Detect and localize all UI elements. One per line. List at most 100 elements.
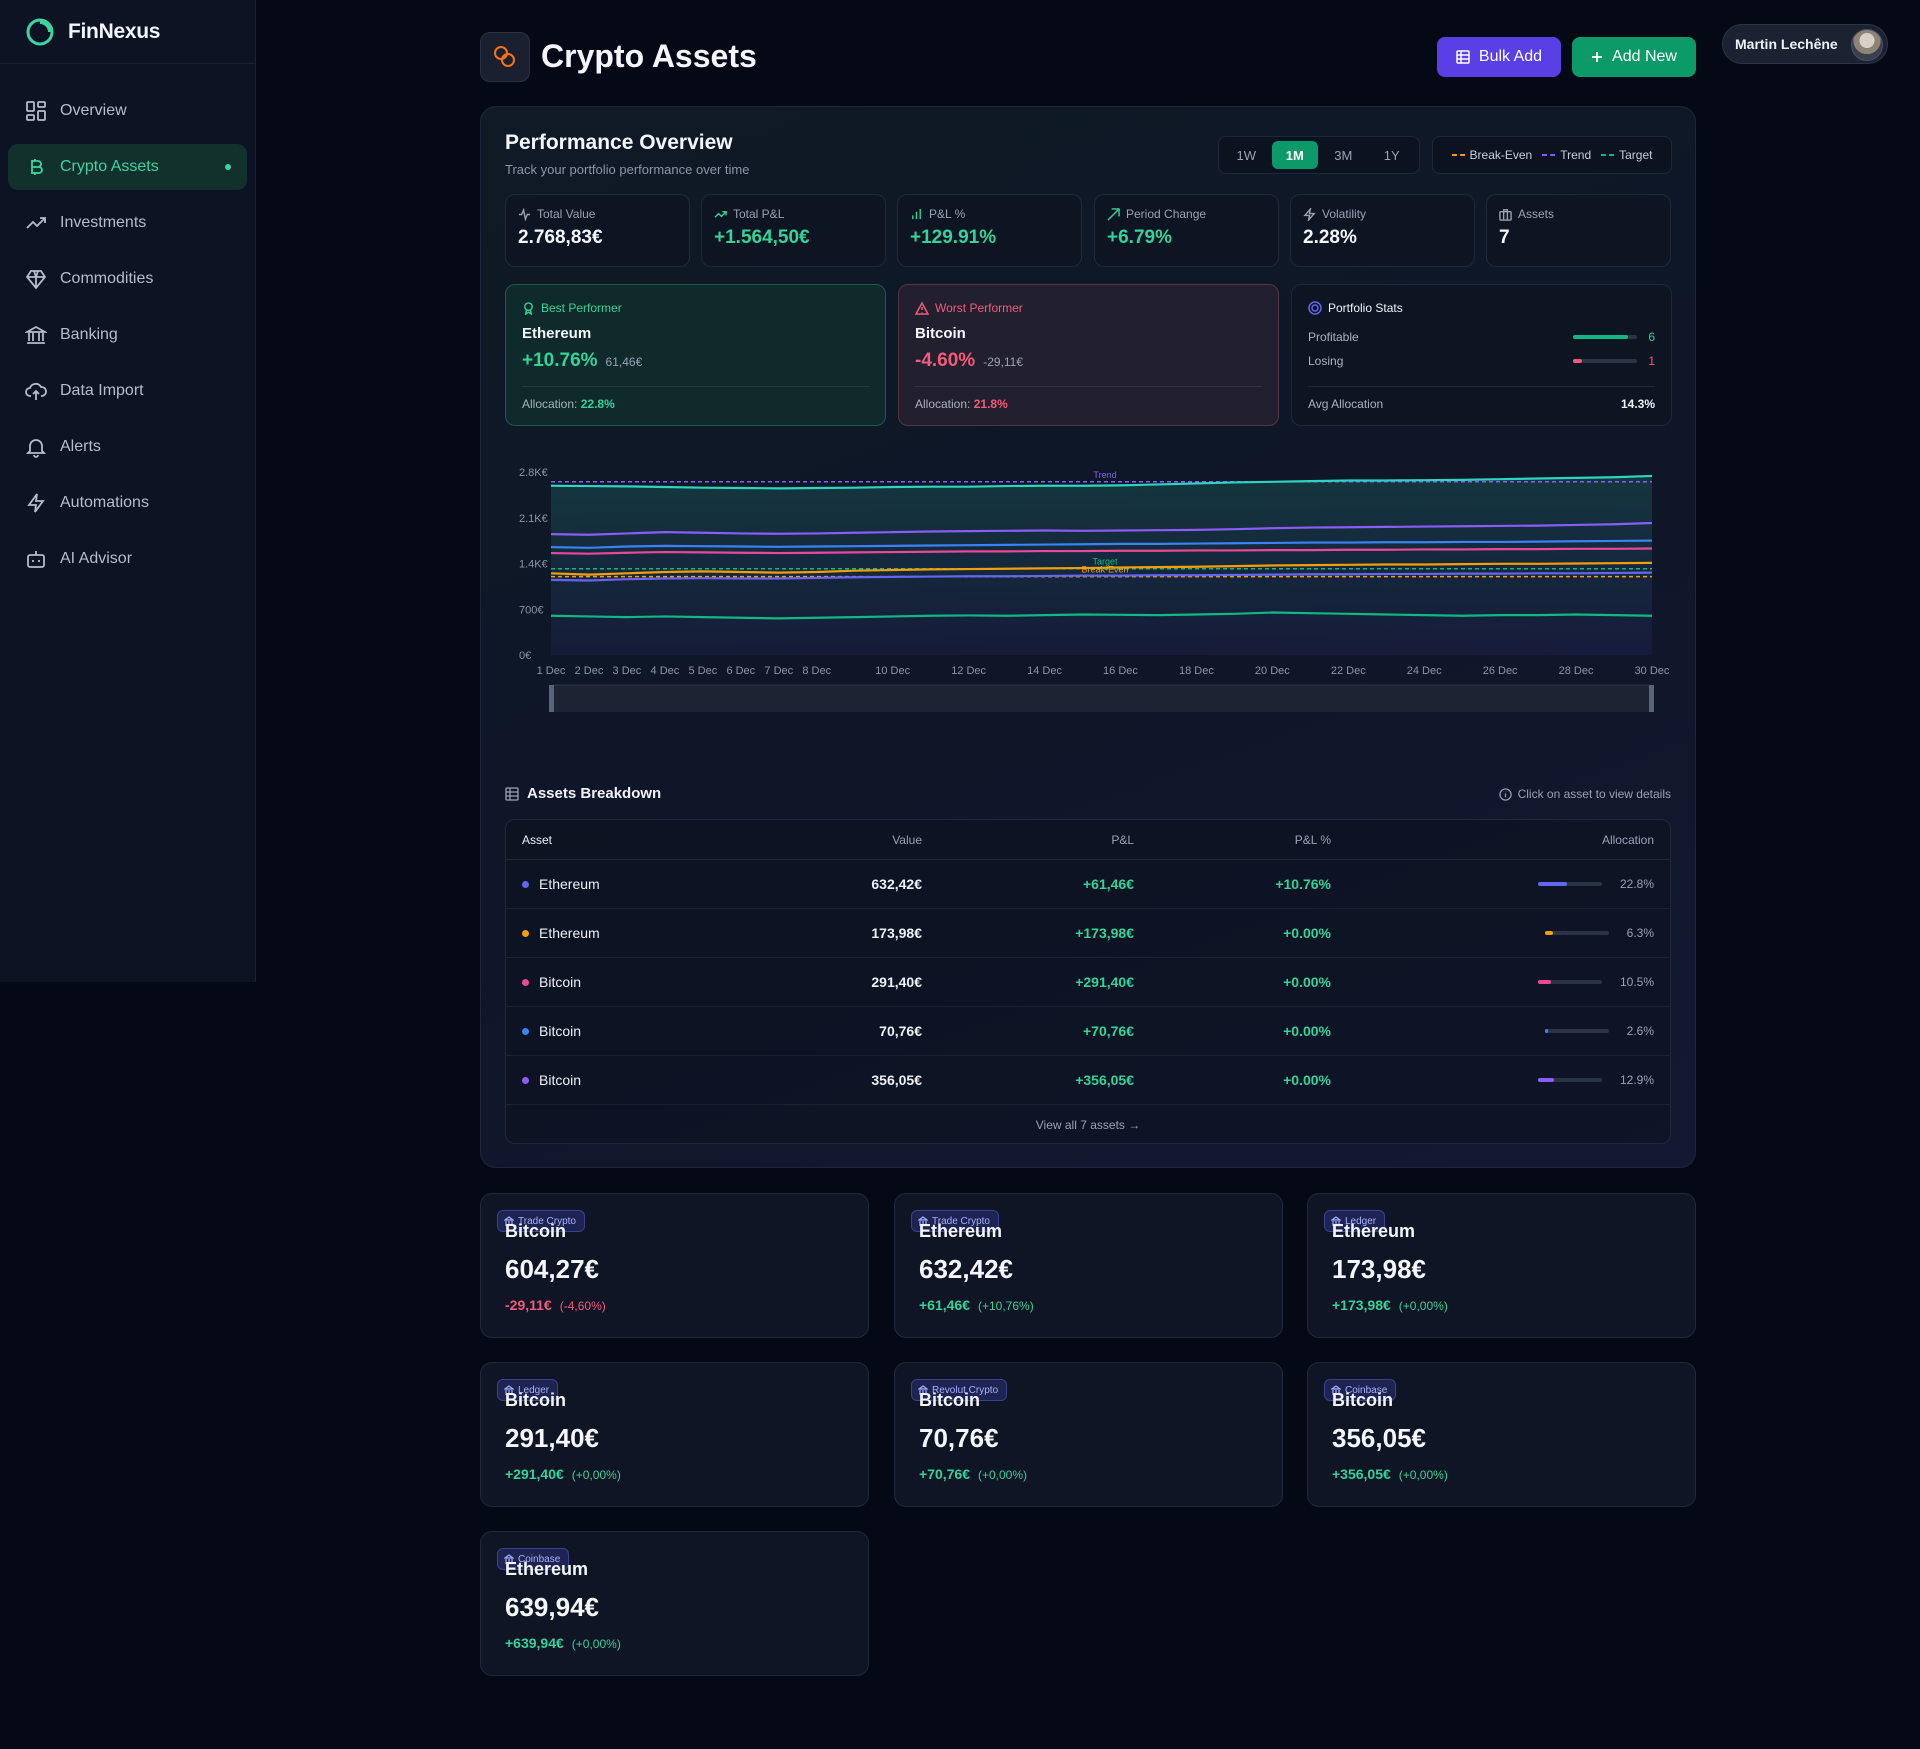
performance-chart[interactable]: 0€ 700€ 1.4K€ 2.1K€ 2.8K€ Trend Target Break-Ev… (505, 442, 1675, 712)
worst-performer-card[interactable]: Worst Performer Bitcoin -4.60% -29,11€ Al… (898, 284, 1279, 426)
chart-legend: Break-Even Trend Target (1432, 136, 1672, 174)
range-1y-button[interactable]: 1Y (1383, 147, 1400, 163)
x-tick-label: 10 Dec (875, 665, 910, 677)
sidebar-item-overview[interactable]: Overview (8, 88, 247, 134)
x-tick-label: 4 Dec (651, 665, 680, 677)
value-cell: 632,42€ (871, 876, 922, 892)
range-brush[interactable] (550, 684, 1653, 712)
stat-assets: Assets 7 (1486, 194, 1671, 267)
sidebar-item-commodities[interactable]: Commodities (8, 256, 247, 302)
asset-cell: Bitcoin (522, 1023, 772, 1039)
sidebar-item-investments[interactable]: Investments (8, 200, 247, 246)
legend-label: Trend (1560, 148, 1592, 162)
sidebar-item-data-import[interactable]: Data Import (8, 368, 247, 414)
plus-icon (1592, 52, 1603, 62)
sidebar-item-crypto-assets[interactable]: Crypto Assets (8, 144, 247, 190)
avg-allocation-row: Avg Allocation 14.3% (1308, 386, 1655, 411)
legend-label: Target (1619, 148, 1653, 162)
col-asset[interactable]: Asset (522, 832, 553, 847)
table-row[interactable]: Bitcoin 356,05€ +356,05€ +0.00% 12.9% (506, 1056, 1670, 1105)
avg-allocation-value: 14.3% (1620, 397, 1655, 411)
asset-card[interactable]: Coinbase Ethereum 639,94€ +639,94€ (+0,00%) (480, 1531, 869, 1676)
col-pl-percent[interactable]: P&L % (1294, 832, 1331, 847)
asset-card[interactable]: Trade Crypto Bitcoin 604,27€ -29,11€ (-4,60%… (480, 1193, 869, 1338)
profitable-bar (1573, 335, 1637, 339)
asset-card[interactable]: Ledger Ethereum 173,98€ +173,98€ (+0,00%) (1307, 1193, 1696, 1338)
profitable-label: Profitable (1308, 330, 1359, 344)
x-tick-label: 28 Dec (1559, 665, 1594, 677)
sidebar-item-automations[interactable]: Automations (8, 480, 247, 526)
x-tick-label: 24 Dec (1407, 665, 1442, 677)
asset-card-amount: 639,94€ (505, 1592, 599, 1622)
briefcase-icon (1499, 208, 1512, 221)
change-amount: -29,11€ (505, 1297, 552, 1313)
sidebar-item-alerts[interactable]: Alerts (8, 424, 247, 470)
user-menu[interactable]: Martin Lechêne (1722, 24, 1888, 64)
range-3m-button[interactable]: 3M (1334, 147, 1353, 163)
platform-name: Coinbase (1345, 1384, 1388, 1396)
asset-cell: Ethereum (522, 876, 772, 892)
legend-break-even[interactable]: Break-Even (1451, 148, 1533, 162)
losing-bar (1573, 359, 1637, 363)
bulk-add-button[interactable]: Bulk Add (1437, 37, 1561, 77)
range-1w-button[interactable]: 1W (1236, 147, 1257, 163)
sidebar-item-banking[interactable]: Banking (8, 312, 247, 358)
asset-name: Ethereum (539, 876, 600, 892)
legend-label: Break-Even (1469, 148, 1533, 162)
asset-card-amount: 291,40€ (505, 1423, 599, 1453)
stat-value: 2.28% (1303, 227, 1357, 248)
trend-icon (1107, 207, 1120, 221)
asset-card-change: +639,94€ (+0,00%) (505, 1635, 621, 1651)
allocation-label: Allocation: (915, 397, 971, 411)
table-row[interactable]: Bitcoin 291,40€ +291,40€ +0.00% 10.5% (506, 958, 1670, 1007)
pl-percent-cell: +0.00% (1283, 974, 1331, 990)
sidebar-item-ai-advisor[interactable]: AI Advisor (8, 536, 247, 582)
legend-target[interactable]: Target (1601, 148, 1652, 162)
allocation-value: 6.3% (1626, 926, 1654, 940)
avatar (1851, 29, 1883, 61)
best-performer-card[interactable]: Best Performer Ethereum +10.76% 61,46€ Al… (505, 284, 886, 426)
asset-card-name: Bitcoin (919, 1390, 980, 1410)
x-tick-label: 2 Dec (575, 665, 604, 677)
brush-handle-right[interactable] (1649, 685, 1654, 712)
y-tick-label: 0€ (519, 650, 531, 662)
sidebar-item-label: Overview (60, 102, 127, 119)
platform-name: Coinbase (518, 1553, 561, 1565)
asset-name: Bitcoin (539, 974, 582, 990)
asset-card[interactable]: Coinbase Bitcoin 356,05€ +356,05€ (+0,00%) (1307, 1362, 1696, 1507)
worst-performer-pct: -4.60% (915, 350, 976, 371)
performance-title: Performance Overview (505, 131, 733, 154)
table-row[interactable]: Ethereum 173,98€ +173,98€ +0.00% 6.3% (506, 909, 1670, 958)
change-amount: +639,94€ (505, 1635, 564, 1651)
view-all-assets-link[interactable]: View all 7 assets → (1035, 1118, 1141, 1132)
app-name: FinNexus (68, 19, 161, 43)
col-value[interactable]: Value (892, 832, 922, 847)
legend-trend[interactable]: Trend (1542, 148, 1591, 162)
table-row[interactable]: Bitcoin 70,76€ +70,76€ +0.00% 2.6% (506, 1007, 1670, 1056)
asset-color-dot (522, 880, 529, 888)
stat-value: 2.768,83€ (518, 227, 603, 248)
add-new-button[interactable]: Add New (1572, 37, 1696, 77)
assets-breakdown-label: Assets Breakdown (527, 785, 662, 802)
asset-card[interactable]: Ledger Bitcoin 291,40€ +291,40€ (+0,00%) (480, 1362, 869, 1507)
col-pl[interactable]: P&L (1111, 832, 1134, 847)
y-tick-label: 2.8K€ (519, 467, 548, 479)
best-performer-allocation: Allocation: 22.8% (522, 386, 869, 411)
grid-icon (24, 99, 48, 123)
x-tick-label: 1 Dec (537, 665, 566, 677)
brush-handle-left[interactable] (549, 685, 554, 712)
pl-cell: +173,98€ (1075, 925, 1134, 941)
asset-card[interactable]: Trade Crypto Ethereum 632,42€ +61,46€ (+10,7… (894, 1193, 1283, 1338)
asset-card[interactable]: Revolut Crypto Bitcoin 70,76€ +70,76€ (+0,00… (894, 1362, 1283, 1507)
worst-performer-amount: -29,11€ (983, 355, 1024, 369)
x-tick-label: 3 Dec (613, 665, 642, 677)
platform-name: Revolut Crypto (932, 1384, 999, 1396)
y-tick-label: 700€ (519, 604, 543, 616)
reference-label: Target (1092, 557, 1118, 567)
range-1m-button[interactable]: 1M (1271, 141, 1318, 169)
losing-label: Losing (1308, 354, 1344, 368)
table-row[interactable]: Ethereum 632,42€ +61,46€ +10.76% 22.8% (506, 860, 1670, 909)
col-allocation[interactable]: Allocation (1601, 832, 1654, 847)
x-tick-label: 18 Dec (1179, 665, 1214, 677)
brand[interactable]: FinNexus (0, 0, 255, 64)
